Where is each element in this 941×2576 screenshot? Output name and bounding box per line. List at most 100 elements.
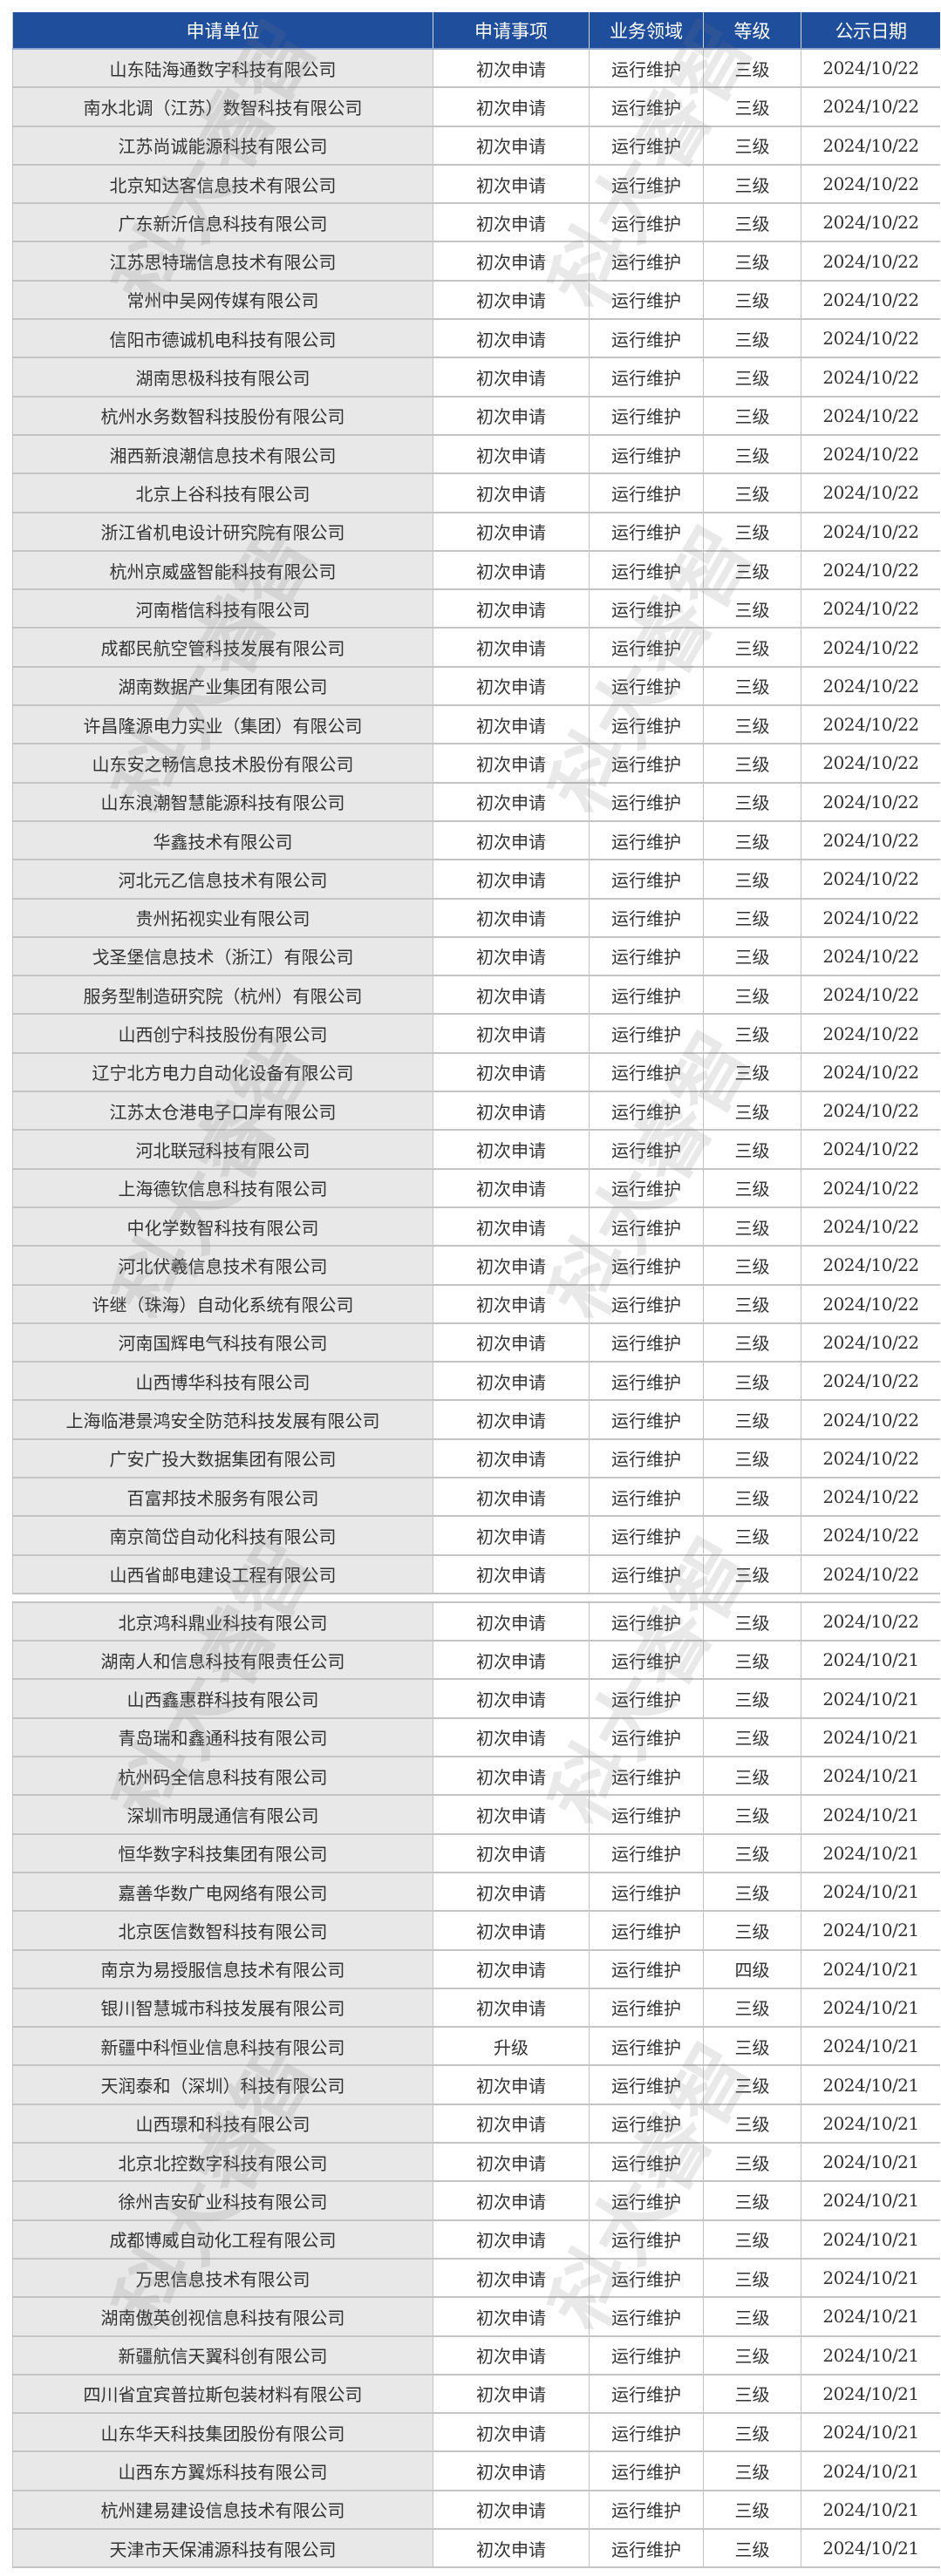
- cell-application-type: 初次申请: [433, 744, 590, 782]
- cell-publish-date: 2024/10/21: [801, 2298, 940, 2335]
- table-row: 恒华数字科技集团有限公司 初次申请 运行维护 三级 2024/10/21: [12, 1834, 940, 1873]
- cell-business-domain: 运行维护: [590, 1555, 704, 1593]
- cell-publish-date: 2024/10/22: [801, 783, 940, 820]
- cell-level: 三级: [704, 358, 801, 396]
- cell-business-domain: 运行维护: [590, 2259, 704, 2297]
- cell-level: 三级: [704, 821, 801, 860]
- cell-publish-date: 2024/10/22: [801, 976, 940, 1014]
- table-row: 银川智慧城市科技发展有限公司 初次申请 运行维护 三级 2024/10/21: [12, 1988, 940, 2029]
- cell-business-domain: 运行维护: [590, 320, 704, 357]
- cell-business-domain: 运行维护: [590, 1439, 704, 1477]
- cell-business-domain: 运行维护: [590, 2182, 704, 2219]
- cell-applicant: 山西博华科技有限公司: [12, 1363, 433, 1400]
- cell-publish-date: 2024/10/21: [801, 1680, 940, 1717]
- cell-business-domain: 运行维护: [590, 242, 704, 280]
- cell-business-domain: 运行维护: [590, 744, 704, 782]
- cell-publish-date: 2024/10/21: [801, 2028, 940, 2065]
- cell-publish-date: 2024/10/22: [801, 50, 940, 87]
- cell-application-type: 初次申请: [433, 860, 590, 898]
- cell-application-type: 初次申请: [433, 435, 590, 473]
- cell-business-domain: 运行维护: [590, 2028, 704, 2065]
- cell-applicant: 杭州建易建设信息技术有限公司: [12, 2491, 433, 2528]
- cell-level: 三级: [704, 2452, 801, 2490]
- cell-application-type: 初次申请: [433, 590, 590, 628]
- cell-level: 三级: [704, 435, 801, 473]
- cell-applicant: 常州中吴网传媒有限公司: [12, 281, 433, 319]
- cell-application-type: 初次申请: [433, 1363, 590, 1400]
- cell-application-type: 初次申请: [433, 1602, 590, 1641]
- cell-business-domain: 运行维护: [590, 2220, 704, 2258]
- cell-level: 三级: [704, 50, 801, 87]
- cell-application-type: 初次申请: [433, 2182, 590, 2219]
- cell-publish-date: 2024/10/22: [801, 397, 940, 434]
- cell-application-type: 初次申请: [433, 899, 590, 936]
- cell-applicant: 山西璟和科技有限公司: [12, 2104, 433, 2143]
- cell-publish-date: 2024/10/22: [801, 551, 940, 589]
- cell-publish-date: 2024/10/22: [801, 204, 940, 241]
- table-row: 百富邦技术服务有限公司 初次申请 运行维护 三级 2024/10/22: [12, 1478, 940, 1518]
- cell-business-domain: 运行维护: [590, 2452, 704, 2490]
- cell-level: 三级: [704, 937, 801, 975]
- cell-business-domain: 运行维护: [590, 1247, 704, 1284]
- table-row: 新疆航信天翼科创有限公司 初次申请 运行维护 三级 2024/10/21: [12, 2336, 940, 2375]
- cell-publish-date: 2024/10/21: [801, 2336, 940, 2374]
- table-row: 北京鸿科鼎业科技有限公司 初次申请 运行维护 三级 2024/10/22: [12, 1602, 940, 1642]
- table-row: 山西博华科技有限公司 初次申请 运行维护 三级 2024/10/22: [12, 1363, 940, 1402]
- table-row: 山东浪潮智慧能源科技有限公司 初次申请 运行维护 三级 2024/10/22: [12, 783, 940, 822]
- cell-business-domain: 运行维护: [590, 706, 704, 744]
- cell-application-type: 升级: [433, 2028, 590, 2065]
- cell-level: 三级: [704, 2375, 801, 2413]
- cell-application-type: 初次申请: [433, 1718, 590, 1757]
- cell-business-domain: 运行维护: [590, 2066, 704, 2104]
- cell-applicant: 杭州京威盛智能科技有限公司: [12, 551, 433, 589]
- cell-publish-date: 2024/10/22: [801, 88, 940, 126]
- cell-business-domain: 运行维护: [590, 2491, 704, 2528]
- cell-level: 三级: [704, 1207, 801, 1246]
- cell-publish-date: 2024/10/22: [801, 1285, 940, 1322]
- cell-application-type: 初次申请: [433, 1323, 590, 1362]
- cell-applicant: 湖南人和信息科技有限责任公司: [12, 1641, 433, 1679]
- table-row: 北京上谷科技有限公司 初次申请 运行维护 三级 2024/10/22: [12, 474, 940, 513]
- table-row: 四川省宜宾普拉斯包装材料有限公司 初次申请 运行维护 三级 2024/10/21: [12, 2375, 940, 2415]
- table-row: 河北伏羲信息技术有限公司 初次申请 运行维护 三级 2024/10/22: [12, 1247, 940, 1286]
- table-row: 山东陆海通数字科技有限公司 初次申请 运行维护 三级 2024/10/22: [12, 50, 940, 89]
- cell-publish-date: 2024/10/22: [801, 435, 940, 473]
- cell-level: 三级: [704, 1247, 801, 1284]
- cell-publish-date: 2024/10/22: [801, 706, 940, 744]
- table-row: 辽宁北方电力自动化设备有限公司 初次申请 运行维护 三级 2024/10/22: [12, 1053, 940, 1093]
- table-row: 杭州水务数智科技股份有限公司 初次申请 运行维护 三级 2024/10/22: [12, 397, 940, 436]
- cell-business-domain: 运行维护: [590, 2298, 704, 2335]
- table-row: 中化学数智科技有限公司 初次申请 运行维护 三级 2024/10/22: [12, 1207, 940, 1247]
- cell-application-type: 初次申请: [433, 1478, 590, 1516]
- cell-applicant: 北京鸿科鼎业科技有限公司: [12, 1602, 433, 1641]
- cell-publish-date: 2024/10/22: [801, 320, 940, 357]
- cell-applicant: 山西省邮电建设工程有限公司: [12, 1555, 433, 1593]
- cell-application-type: 初次申请: [433, 1401, 590, 1438]
- cell-publish-date: 2024/10/21: [801, 1718, 940, 1757]
- cell-applicant: 山西创宁科技股份有限公司: [12, 1015, 433, 1052]
- cell-publish-date: 2024/10/21: [801, 2259, 940, 2297]
- cell-applicant: 北京上谷科技有限公司: [12, 474, 433, 512]
- cell-application-type: 初次申请: [433, 358, 590, 396]
- table-row: 戈圣堡信息技术（浙江）有限公司 初次申请 运行维护 三级 2024/10/22: [12, 937, 940, 977]
- table-row: 天润泰和（深圳）科技有限公司 初次申请 运行维护 三级 2024/10/21: [12, 2066, 940, 2105]
- cell-business-domain: 运行维护: [590, 1912, 704, 1949]
- cell-level: 三级: [704, 1363, 801, 1400]
- cell-application-type: 初次申请: [433, 1207, 590, 1246]
- cell-applicant: 新疆中科恒业信息科技有限公司: [12, 2028, 433, 2065]
- cell-application-type: 初次申请: [433, 165, 590, 203]
- cell-business-domain: 运行维护: [590, 1323, 704, 1362]
- cell-publish-date: 2024/10/22: [801, 474, 940, 512]
- cell-applicant: 北京医信数智科技有限公司: [12, 1912, 433, 1949]
- cell-publish-date: 2024/10/21: [801, 2182, 940, 2219]
- cell-applicant: 成都民航空管科技发展有限公司: [12, 629, 433, 666]
- cell-applicant: 服务型制造研究院（杭州）有限公司: [12, 976, 433, 1014]
- cell-level: 三级: [704, 551, 801, 589]
- cell-applicant: 许昌隆源电力实业（集团）有限公司: [12, 706, 433, 744]
- cell-publish-date: 2024/10/22: [801, 1555, 940, 1593]
- cell-publish-date: 2024/10/22: [801, 1602, 940, 1641]
- cell-publish-date: 2024/10/22: [801, 937, 940, 975]
- cell-applicant: 河北元乙信息技术有限公司: [12, 860, 433, 898]
- table-row: 湖南思极科技有限公司 初次申请 运行维护 三级 2024/10/22: [12, 358, 940, 398]
- cell-application-type: 初次申请: [433, 242, 590, 280]
